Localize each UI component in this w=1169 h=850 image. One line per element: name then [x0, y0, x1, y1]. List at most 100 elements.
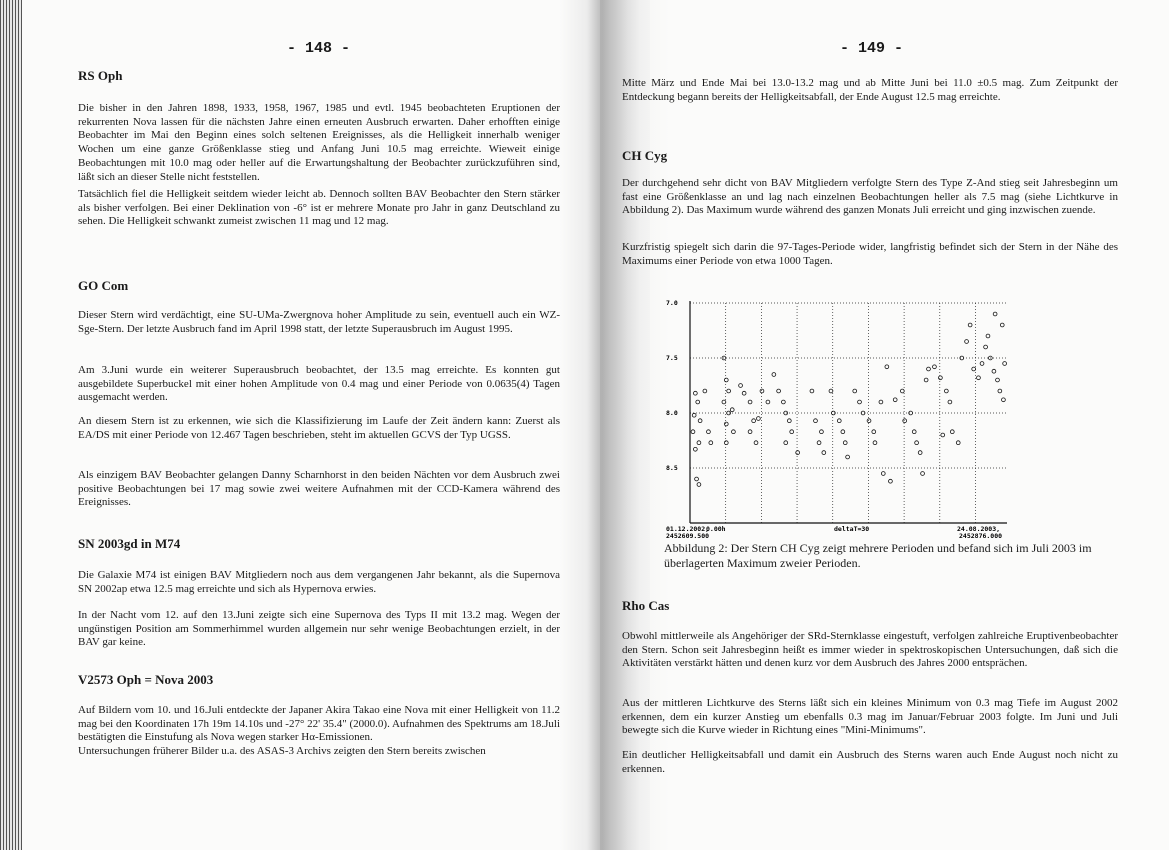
data-point	[983, 344, 988, 350]
data-point	[693, 390, 698, 396]
data-point	[783, 410, 789, 416]
data-point	[813, 418, 818, 423]
data-point	[753, 440, 759, 446]
data-point	[809, 388, 815, 394]
page-number-right: - 149 -	[840, 40, 904, 57]
paragraph: Kurzfristig spiegelt sich darin die 97-T…	[622, 241, 1118, 267]
data-point	[959, 355, 965, 361]
data-point	[949, 429, 955, 435]
data-point	[871, 429, 877, 435]
data-point	[845, 454, 850, 460]
x-start-date: 01.12.2002,	[666, 525, 709, 533]
data-point	[789, 429, 795, 435]
x-end-date: 24.08.2003,	[957, 525, 1000, 533]
data-point	[723, 377, 729, 383]
section-heading: Rho Cas	[622, 598, 670, 613]
page-number-left: - 148 -	[287, 40, 351, 57]
data-point	[723, 421, 729, 427]
data-point	[947, 399, 953, 405]
section-heading: GO Com	[78, 278, 129, 293]
paragraph: Obwohl mittlerweile als Angehöriger der …	[622, 630, 1118, 670]
data-point	[884, 364, 890, 370]
right-page-shadow	[600, 0, 1169, 850]
x-end-jd: 2452876.000	[959, 532, 1002, 540]
data-point	[926, 366, 931, 372]
data-point	[888, 478, 893, 484]
data-point	[759, 388, 765, 394]
paragraph: An diesem Stern ist zu erkennen, wie sic…	[78, 415, 560, 441]
data-point	[691, 412, 697, 418]
data-point	[731, 429, 736, 435]
data-point	[708, 440, 714, 446]
data-point	[781, 399, 786, 405]
section-heading: SN 2003gd in M74	[78, 536, 181, 551]
data-point	[721, 355, 727, 361]
data-point	[840, 429, 846, 435]
y-tick-label: 8.0	[666, 409, 678, 417]
data-point	[842, 440, 848, 446]
data-point	[721, 399, 727, 405]
data-point	[828, 388, 834, 394]
data-point	[852, 388, 858, 394]
paragraph: Tatsächlich fiel die Helligkeit seitdem …	[78, 188, 560, 228]
data-point	[729, 407, 735, 412]
data-point	[821, 450, 827, 455]
data-point	[900, 388, 905, 394]
paragraph: Ein deutlicher Helligkeitsabfall und dam…	[622, 749, 1118, 775]
data-point	[892, 397, 898, 403]
paragraph: Auf Bildern vom 10. und 16.Juli entdeckt…	[78, 704, 560, 744]
data-point	[816, 440, 822, 446]
data-point	[697, 418, 703, 423]
data-point	[872, 440, 878, 446]
data-point	[991, 368, 997, 374]
data-point	[923, 377, 929, 383]
data-point	[976, 375, 981, 381]
data-point	[747, 429, 753, 435]
paragraph: Der durchgehend sehr dicht von BAV Mitgl…	[622, 177, 1118, 217]
data-point	[831, 410, 836, 416]
data-point	[914, 440, 919, 446]
data-point	[836, 418, 842, 423]
data-point	[955, 440, 961, 446]
data-point	[932, 364, 937, 370]
data-point	[726, 388, 731, 394]
data-point	[920, 471, 925, 476]
data-point	[999, 322, 1005, 328]
data-point	[992, 311, 998, 317]
paragraph: Dieser Stern wird verdächtigt, eine SU-U…	[78, 309, 560, 335]
figure-caption: Abbildung 2: Der Stern CH Cyg zeigt mehr…	[664, 541, 1092, 570]
data-point	[971, 366, 976, 372]
data-point	[878, 399, 884, 405]
data-point	[706, 429, 711, 435]
data-point	[693, 447, 698, 452]
y-tick-label: 8.5	[666, 464, 678, 472]
section-heading: CH Cyg	[622, 148, 668, 163]
data-point	[1002, 361, 1007, 366]
data-point	[880, 471, 886, 476]
paragraph: Am 3.Juni wurde ein weiterer Superausbru…	[78, 364, 560, 404]
paragraph: Die bisher in den Jahren 1898, 1933, 195…	[78, 102, 560, 183]
data-point	[995, 377, 1000, 383]
data-point	[765, 399, 771, 405]
paragraph: Aus der mittleren Lichtkurve des Sterns …	[622, 697, 1118, 737]
data-point	[938, 375, 943, 381]
x-step-label: deltaT=30	[834, 525, 869, 533]
data-point	[988, 355, 993, 361]
data-point	[997, 388, 1003, 394]
data-point	[917, 450, 923, 455]
data-point	[723, 440, 729, 446]
light-curve-chart: 7.0 7.5 8.0 8.5 01.12.2002, 2452609.500 …	[666, 299, 1007, 540]
data-point	[795, 450, 800, 455]
data-point	[776, 388, 781, 394]
data-point	[771, 372, 777, 377]
data-point	[940, 432, 946, 438]
paragraph: Als einzigem BAV Beobachter gelangen Dan…	[78, 469, 560, 509]
paragraph: In der Nacht vom 12. auf den 13.Juni zei…	[78, 609, 560, 649]
page-stack-edge	[0, 0, 22, 850]
data-point	[747, 399, 753, 405]
data-point	[857, 399, 862, 405]
data-point	[702, 388, 708, 394]
data-point	[690, 429, 696, 435]
section-heading: RS Oph	[78, 68, 123, 83]
data-point	[695, 399, 701, 405]
